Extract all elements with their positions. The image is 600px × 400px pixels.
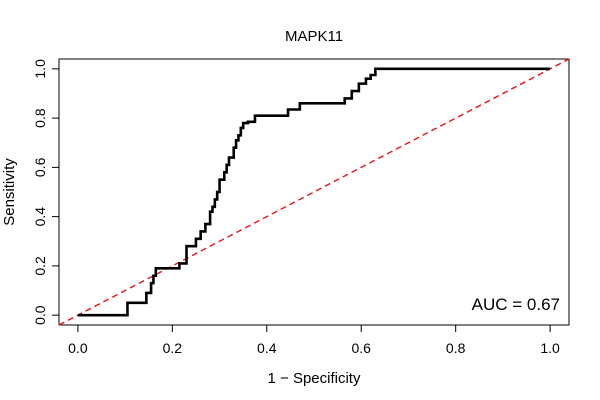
auc-annotation: AUC = 0.67 <box>472 295 560 314</box>
y-axis: 0.0 0.2 0.4 0.6 0.8 1.0 <box>32 59 60 325</box>
y-axis-label: Sensitivity <box>1 158 18 226</box>
y-tick-label: 0.0 <box>32 305 48 325</box>
x-tick-label: 0.0 <box>68 340 88 356</box>
y-tick-label: 0.2 <box>32 256 48 276</box>
x-axis-label: 1 − Specificity <box>268 370 361 387</box>
x-tick-label: 0.8 <box>446 340 466 356</box>
y-tick-label: 1.0 <box>32 59 48 79</box>
x-tick-label: 0.2 <box>163 340 183 356</box>
roc-curve <box>77 67 551 317</box>
x-tick-label: 0.6 <box>351 340 371 356</box>
y-tick-label: 0.8 <box>32 108 48 128</box>
chart-title: MAPK11 <box>285 28 343 45</box>
plot-area <box>58 58 570 326</box>
plot-frame <box>58 58 570 326</box>
x-tick-label: 0.4 <box>257 340 277 356</box>
y-tick-label: 0.4 <box>32 207 48 227</box>
reference-diagonal-line <box>58 58 570 326</box>
y-tick-label: 0.6 <box>32 157 48 177</box>
x-tick-label: 1.0 <box>540 340 560 356</box>
x-axis: 0.0 0.2 0.4 0.6 0.8 1.0 <box>68 324 560 356</box>
